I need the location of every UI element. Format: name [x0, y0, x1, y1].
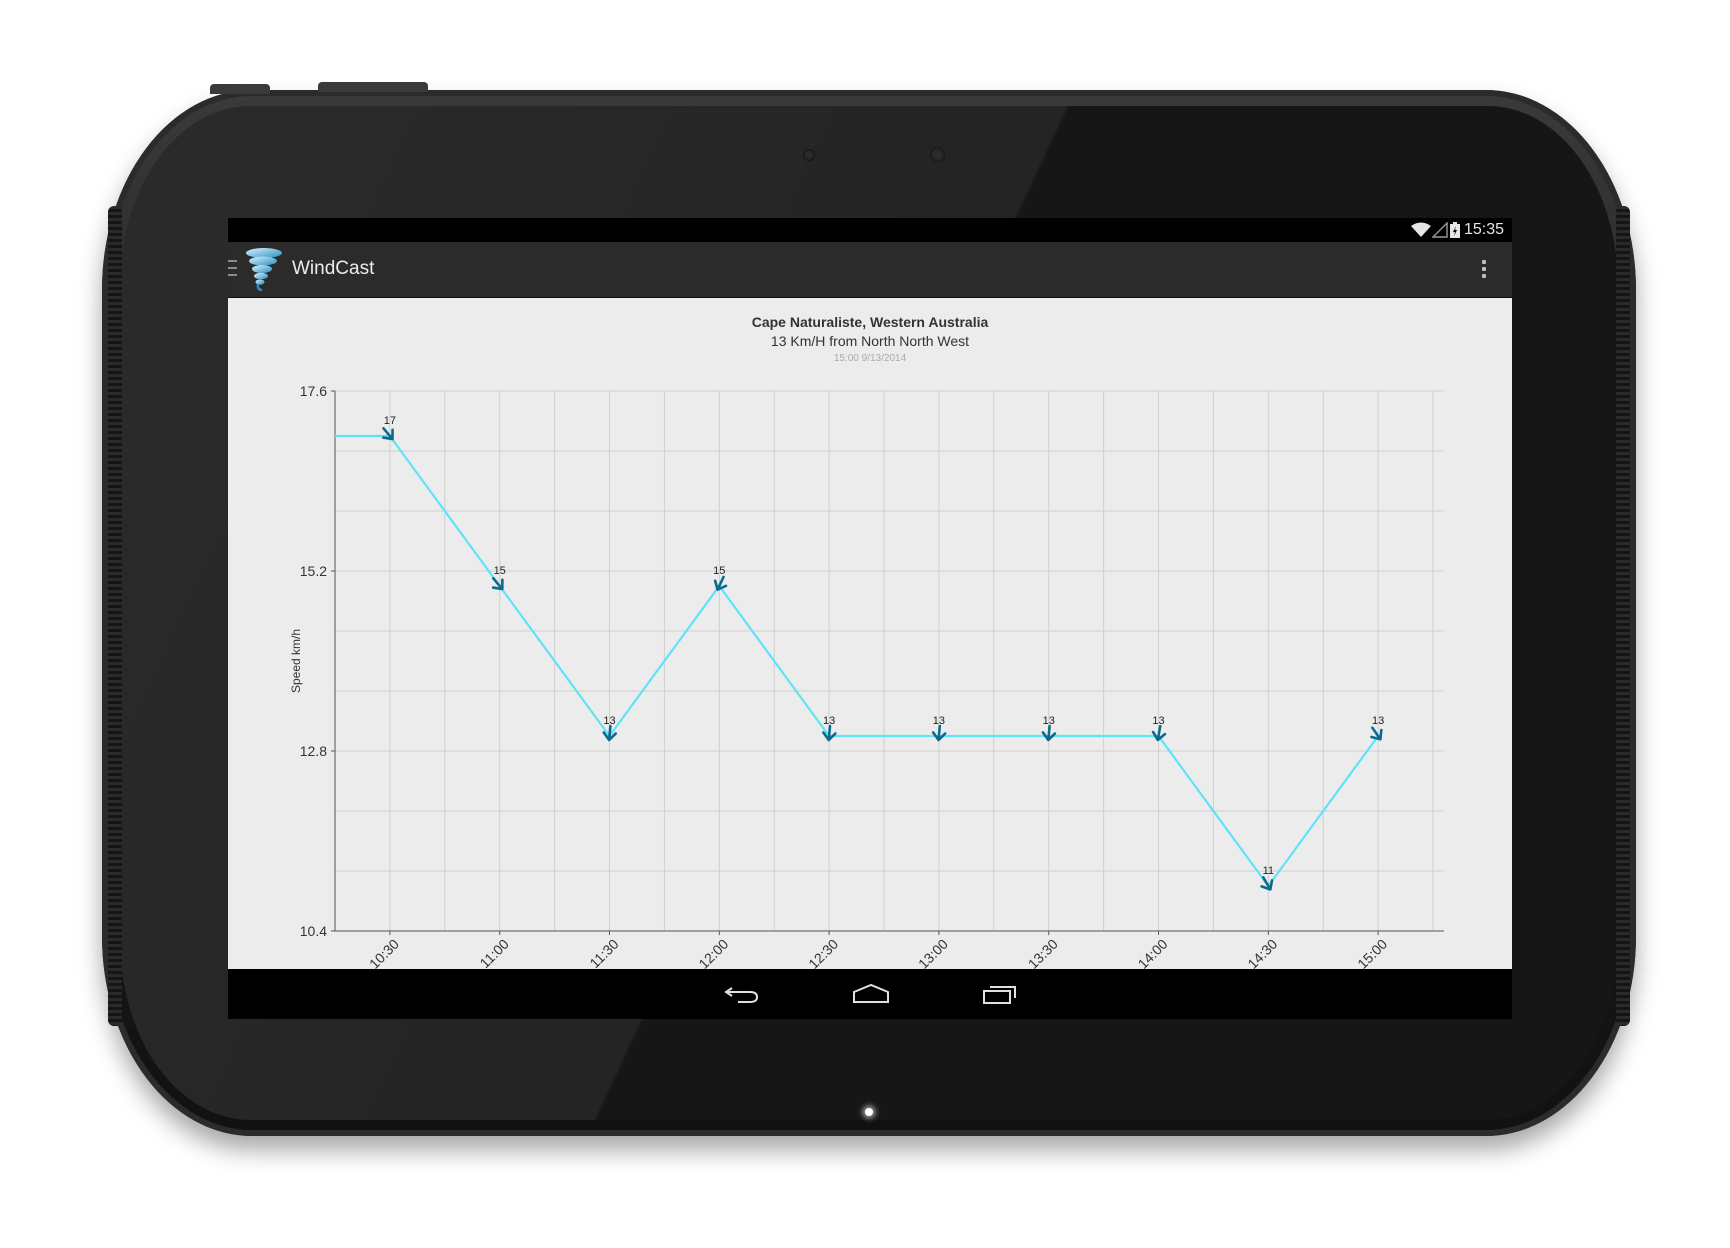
wind-summary: 13 Km/H from North North West — [770, 333, 970, 349]
overflow-menu-icon[interactable] — [1482, 260, 1488, 282]
wind-arrow-marker — [602, 724, 618, 742]
data-label: 15 — [713, 565, 725, 577]
x-tick-label: 14:00 — [1135, 936, 1171, 969]
wind-arrow-shape — [1041, 724, 1057, 742]
x-tick-label: 14:30 — [1244, 936, 1280, 969]
forecast-timestamp: 15:00 9/13/2014 — [833, 353, 907, 364]
wind-arrow-marker — [713, 575, 728, 591]
data-label: 13 — [1043, 715, 1055, 727]
data-label: 17 — [384, 415, 396, 427]
app-title: WindCast — [292, 258, 375, 279]
x-tick-label: 11:00 — [476, 936, 512, 969]
wind-arrow-marker — [822, 724, 837, 742]
drawer-icon[interactable] — [228, 260, 238, 278]
chart-panel: Cape Naturaliste, Western Australia 13 K… — [228, 298, 1512, 969]
light-sensor — [803, 149, 815, 161]
wind-arrow-marker — [1151, 724, 1167, 742]
signal-icon — [1431, 221, 1448, 241]
x-tick-label: 10:30 — [366, 936, 402, 969]
volume-button — [210, 84, 270, 94]
status-clock: 15:35 — [1463, 221, 1504, 238]
wind-arrow-marker — [1041, 724, 1057, 742]
notification-led — [865, 1108, 873, 1116]
wind-arrow-shape — [1260, 876, 1274, 891]
home-icon[interactable] — [852, 983, 890, 1010]
data-label: 13 — [823, 715, 835, 727]
navigation-bar — [228, 969, 1512, 1019]
data-label: 11 — [1263, 865, 1274, 877]
chart-grid — [334, 390, 1444, 932]
right-speaker-grille — [1616, 206, 1630, 1026]
wind-arrow-marker — [1370, 726, 1383, 741]
x-tick-label: 13:30 — [1025, 936, 1061, 969]
wind-arrow-shape — [1151, 724, 1167, 742]
wind-arrow-shape — [1370, 726, 1383, 741]
front-camera — [930, 147, 945, 162]
status-bar: 15:35 — [228, 218, 1512, 242]
x-tick-label: 11:30 — [586, 936, 622, 969]
location-title: Cape Naturaliste, Western Australia — [751, 314, 989, 330]
wind-arrow-shape — [931, 724, 947, 742]
tornado-logo-icon[interactable] — [244, 246, 284, 292]
x-tick-label: 15:00 — [1354, 936, 1390, 969]
x-tick-label: 12:30 — [805, 936, 841, 969]
wind-arrow-shape — [713, 575, 728, 591]
wind-arrow-shape — [602, 724, 618, 742]
wind-arrow-shape — [822, 724, 837, 742]
data-label: 13 — [603, 715, 615, 727]
wind-arrow-shape — [382, 427, 394, 441]
y-tick-label: 17.6 — [300, 383, 327, 399]
action-bar: WindCast — [228, 242, 1512, 298]
data-label: 15 — [494, 565, 506, 577]
data-label: 13 — [1372, 715, 1384, 727]
screen: 15:35 WindCast Cape Naturaliste, Western… — [228, 218, 1512, 1019]
wind-arrow-shape — [491, 577, 504, 591]
battery-icon — [1450, 222, 1460, 241]
data-label: 13 — [1152, 715, 1164, 727]
power-button — [318, 82, 428, 92]
wind-arrow-marker — [382, 427, 394, 441]
wind-speed-chart: 17.6 15.2 12.8 10.4 Speed km/h 10:30 11:00 11:3… — [289, 383, 1444, 969]
wifi-icon — [1410, 222, 1432, 241]
y-tick-label: 15.2 — [300, 563, 327, 579]
y-tick-label: 10.4 — [300, 923, 327, 939]
y-axis-label: Speed km/h — [289, 629, 303, 693]
recent-apps-icon[interactable] — [982, 983, 1018, 1010]
data-label: 13 — [933, 715, 945, 727]
y-tick-label: 12.8 — [300, 743, 327, 759]
series-line — [335, 434, 1379, 888]
wind-arrow-marker — [931, 724, 947, 742]
wind-arrow-marker — [1260, 876, 1274, 891]
x-tick-label: 13:00 — [915, 936, 951, 969]
wind-arrow-marker — [491, 577, 504, 591]
back-icon[interactable] — [724, 983, 760, 1010]
x-tick-label: 12:00 — [695, 936, 731, 969]
left-speaker-grille — [108, 206, 122, 1026]
